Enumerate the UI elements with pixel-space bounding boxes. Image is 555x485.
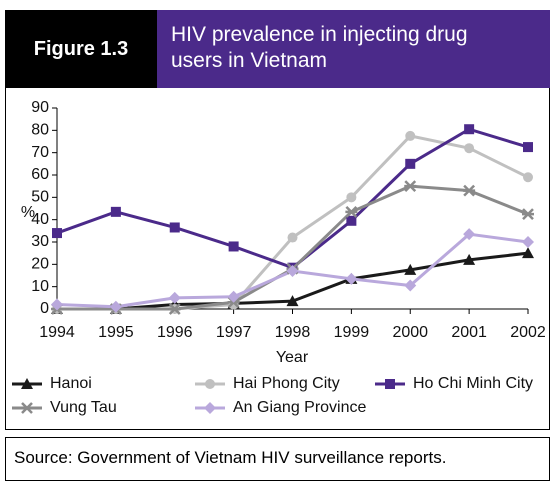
marker [464,124,475,135]
y-tick-label: 10 [31,278,49,295]
marker [227,290,240,303]
marker [523,142,533,153]
marker [169,222,180,233]
x-tick-label: 2002 [510,324,546,341]
marker [109,300,122,313]
marker [345,205,358,218]
y-tick-label: 90 [31,99,49,116]
marker [404,180,417,193]
marker [286,295,299,307]
legend-label: An Giang Province [233,399,367,416]
series-line [56,127,529,270]
chart-title: HIV prevalence in injecting drug users i… [157,10,550,88]
marker [21,402,33,414]
x-tick-label: 1994 [39,324,75,341]
marker [522,236,534,248]
source-note: Source: Government of Vietnam HIV survei… [5,437,550,481]
marker [463,228,476,241]
x-tick-label: 2001 [451,324,487,341]
y-tick-label: 80 [31,122,49,139]
y-tick-label: 0 [40,300,49,317]
x-tick-label: 1998 [275,324,311,341]
y-tick-label: 30 [31,233,49,250]
x-tick-label: 1996 [157,324,193,341]
marker [52,228,62,239]
y-tick-label: 70 [31,144,49,161]
x-tick-label: 2000 [392,324,428,341]
marker [287,232,298,243]
marker [464,143,475,154]
marker [51,298,63,311]
marker [522,247,534,259]
marker [385,379,395,389]
x-tick-label: 1999 [334,324,370,341]
x-tick-label: 1995 [98,324,134,341]
marker [405,130,416,141]
x-tick-label: 1997 [216,324,252,341]
legend-label: Hanoi [50,375,92,392]
marker [21,378,33,389]
series-line [57,134,529,311]
legend-label: Ho Chi Minh City [413,375,533,392]
frame [5,88,550,430]
y-tick-label: 40 [31,211,49,228]
y-tick-label: 60 [31,166,49,183]
marker [346,192,357,203]
marker [463,253,476,265]
x-axis-label: Year [276,349,309,366]
legend-label: Vung Tau [50,399,117,416]
marker [205,379,215,389]
legend-label: Hai Phong City [233,375,340,392]
marker [168,291,181,304]
marker [204,402,216,414]
marker [405,158,416,169]
marker [228,241,239,252]
y-tick-label: 50 [31,189,49,206]
marker [404,279,417,292]
y-axis-label: % [21,204,35,221]
figure-label: Figure 1.3 [5,10,157,88]
marker [168,303,181,315]
marker [404,263,417,275]
marker [463,184,476,197]
marker [523,172,533,183]
y-tick-label: 20 [31,256,49,273]
marker [110,206,121,217]
marker [286,265,299,278]
marker [345,272,358,285]
marker [522,208,534,220]
series-line [57,184,529,311]
marker [346,215,357,226]
